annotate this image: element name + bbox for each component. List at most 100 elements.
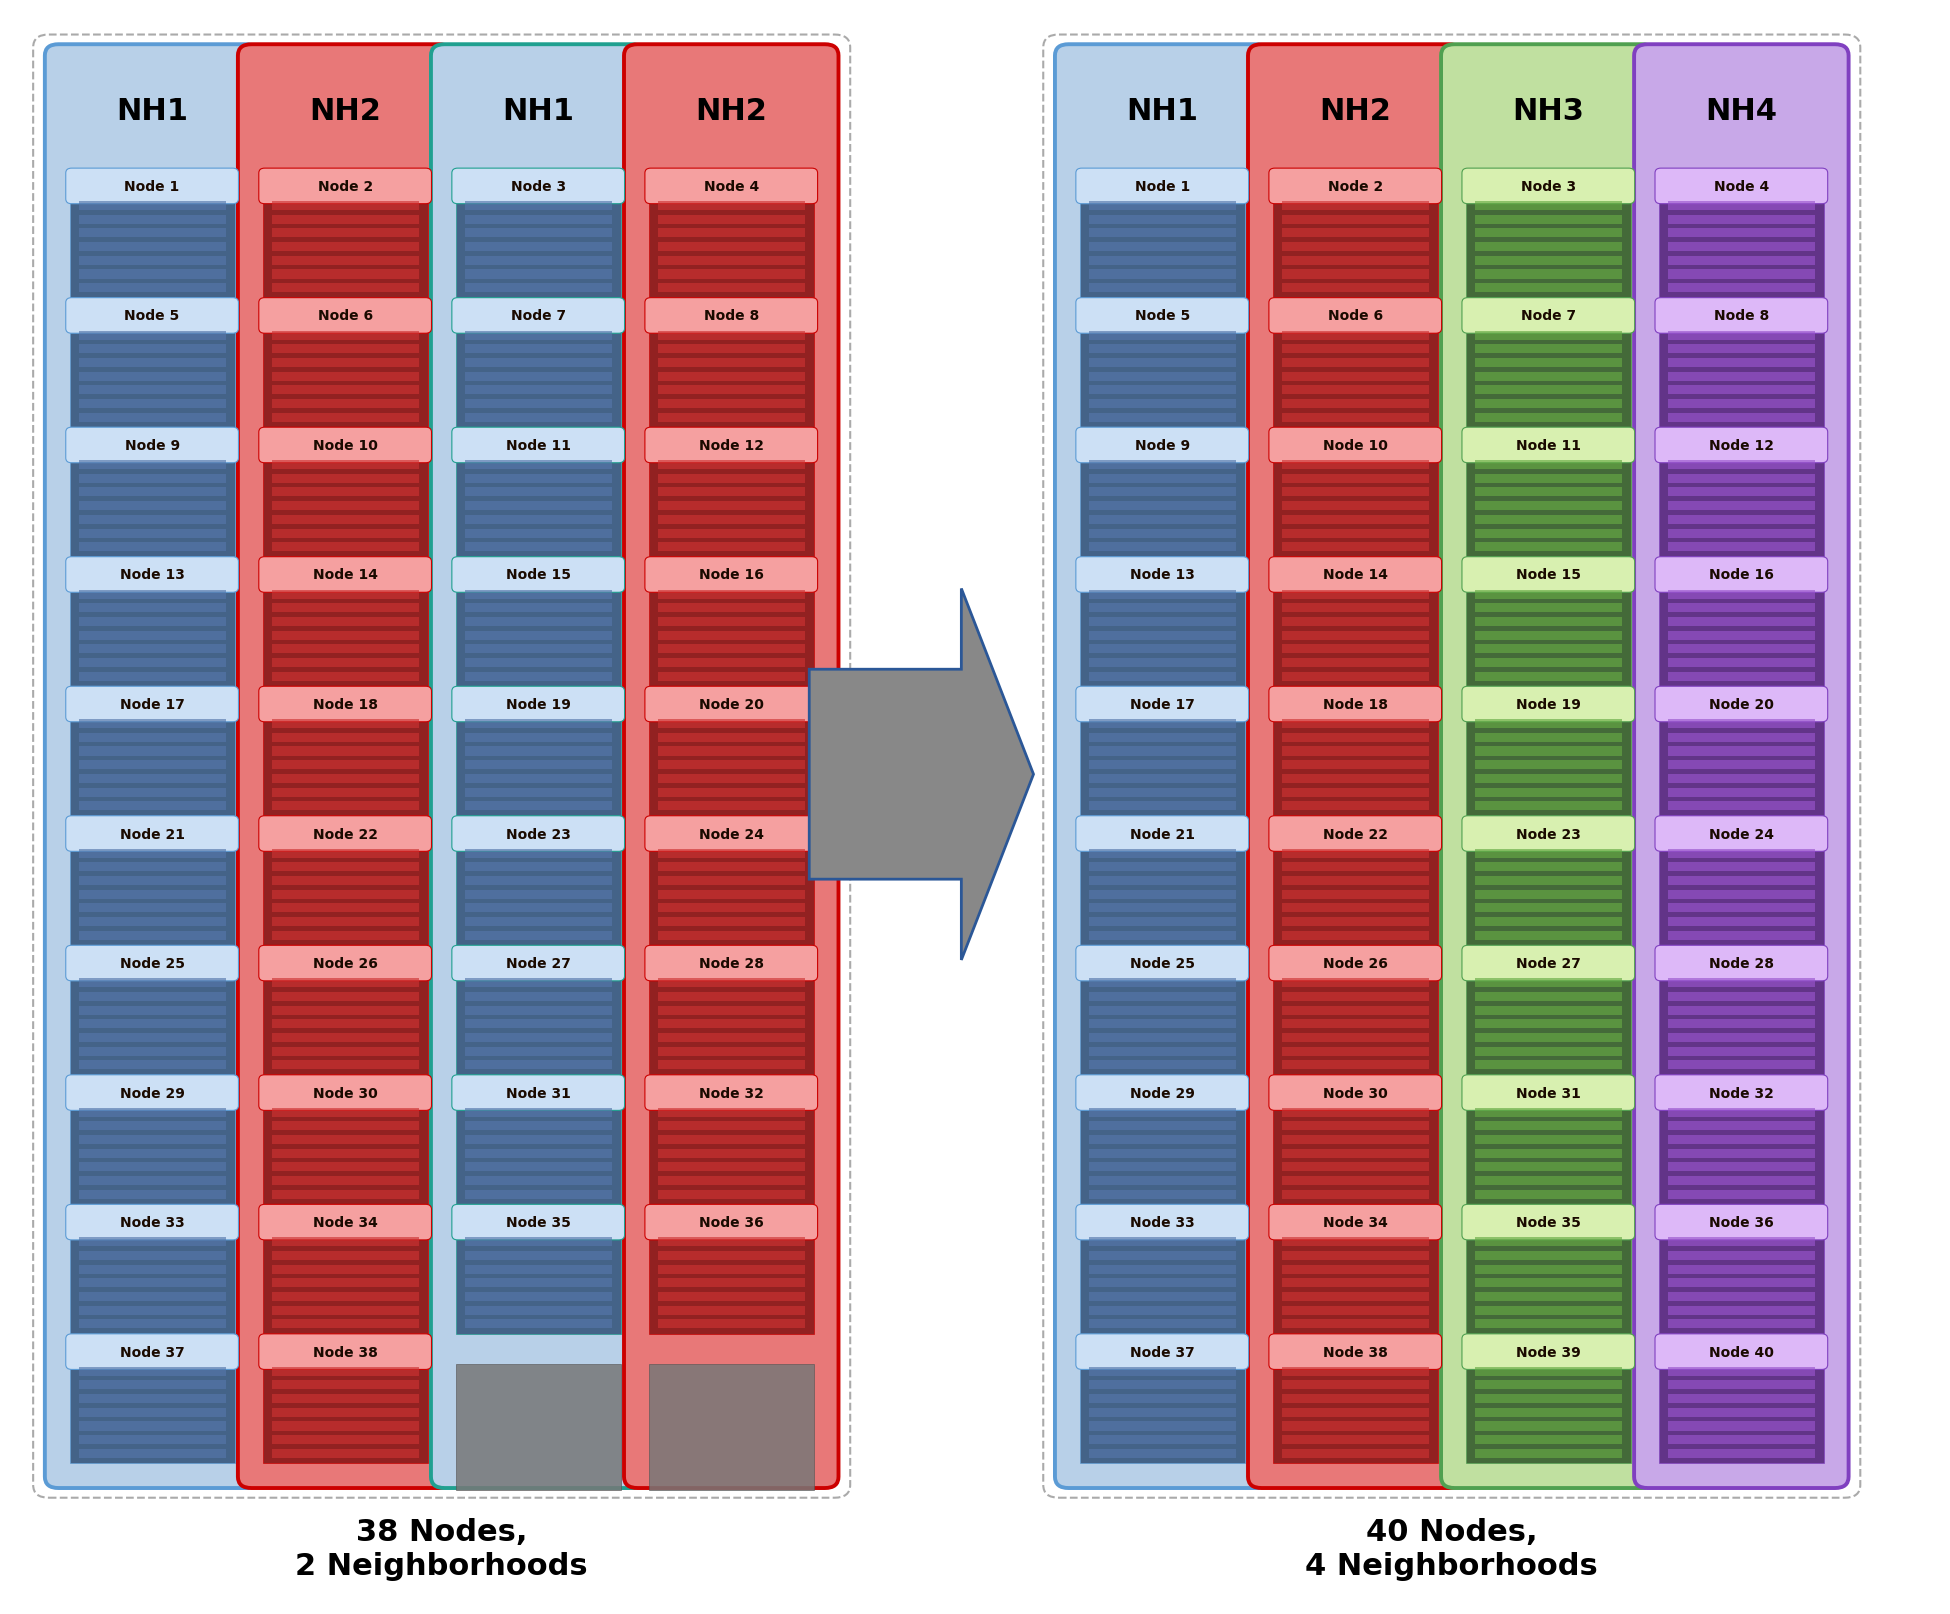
FancyBboxPatch shape — [271, 413, 419, 423]
FancyBboxPatch shape — [271, 747, 419, 755]
FancyBboxPatch shape — [645, 817, 817, 852]
FancyBboxPatch shape — [1076, 299, 1248, 334]
FancyBboxPatch shape — [464, 618, 612, 626]
FancyBboxPatch shape — [1088, 475, 1236, 484]
FancyBboxPatch shape — [1667, 1149, 1815, 1159]
Text: Node 18: Node 18 — [1322, 697, 1388, 712]
FancyBboxPatch shape — [464, 1006, 612, 1015]
FancyBboxPatch shape — [1656, 688, 1827, 723]
FancyBboxPatch shape — [263, 1106, 427, 1204]
FancyBboxPatch shape — [1088, 631, 1236, 641]
FancyBboxPatch shape — [1055, 45, 1269, 1488]
FancyBboxPatch shape — [1462, 428, 1634, 463]
FancyBboxPatch shape — [464, 775, 612, 783]
FancyBboxPatch shape — [263, 587, 427, 686]
FancyBboxPatch shape — [1281, 876, 1429, 886]
FancyBboxPatch shape — [1088, 673, 1236, 681]
FancyBboxPatch shape — [78, 891, 226, 899]
FancyBboxPatch shape — [78, 386, 226, 395]
FancyBboxPatch shape — [78, 978, 226, 988]
FancyBboxPatch shape — [1088, 1422, 1236, 1430]
FancyBboxPatch shape — [1281, 270, 1429, 279]
FancyBboxPatch shape — [66, 557, 238, 592]
FancyBboxPatch shape — [78, 1278, 226, 1288]
FancyBboxPatch shape — [1634, 45, 1849, 1488]
FancyBboxPatch shape — [78, 863, 226, 872]
FancyBboxPatch shape — [657, 487, 805, 497]
Text: NH4: NH4 — [1706, 97, 1776, 126]
FancyBboxPatch shape — [271, 1394, 419, 1403]
FancyBboxPatch shape — [1667, 720, 1815, 728]
Text: Node 28: Node 28 — [1708, 957, 1774, 970]
FancyBboxPatch shape — [1088, 502, 1236, 512]
FancyBboxPatch shape — [271, 646, 419, 654]
FancyBboxPatch shape — [78, 802, 226, 810]
FancyBboxPatch shape — [271, 284, 419, 294]
FancyBboxPatch shape — [271, 1449, 419, 1457]
FancyBboxPatch shape — [1474, 257, 1622, 266]
FancyBboxPatch shape — [1281, 413, 1429, 423]
FancyBboxPatch shape — [271, 487, 419, 497]
FancyBboxPatch shape — [78, 1306, 226, 1315]
FancyBboxPatch shape — [657, 1238, 805, 1246]
FancyBboxPatch shape — [1281, 487, 1429, 497]
FancyBboxPatch shape — [657, 475, 805, 484]
FancyBboxPatch shape — [78, 917, 226, 926]
FancyBboxPatch shape — [464, 978, 612, 988]
FancyBboxPatch shape — [1088, 413, 1236, 423]
Text: Node 19: Node 19 — [505, 697, 571, 712]
Text: Node 3: Node 3 — [511, 179, 566, 194]
Text: Node 37: Node 37 — [1129, 1344, 1195, 1359]
FancyBboxPatch shape — [78, 673, 226, 681]
FancyBboxPatch shape — [1088, 917, 1236, 926]
FancyBboxPatch shape — [1656, 169, 1827, 205]
FancyBboxPatch shape — [1088, 1435, 1236, 1445]
FancyBboxPatch shape — [66, 299, 238, 334]
Text: Node 25: Node 25 — [119, 957, 185, 970]
FancyBboxPatch shape — [1474, 1293, 1622, 1301]
FancyBboxPatch shape — [649, 1364, 813, 1490]
FancyBboxPatch shape — [1667, 1306, 1815, 1315]
FancyBboxPatch shape — [1088, 1122, 1236, 1131]
FancyBboxPatch shape — [1474, 863, 1622, 872]
FancyBboxPatch shape — [1474, 904, 1622, 914]
FancyBboxPatch shape — [271, 802, 419, 810]
FancyBboxPatch shape — [1659, 1235, 1823, 1333]
FancyBboxPatch shape — [1281, 802, 1429, 810]
FancyBboxPatch shape — [271, 1407, 419, 1417]
Text: Node 38: Node 38 — [312, 1344, 378, 1359]
FancyBboxPatch shape — [78, 591, 226, 599]
FancyBboxPatch shape — [464, 1060, 612, 1070]
FancyBboxPatch shape — [464, 502, 612, 512]
FancyBboxPatch shape — [1088, 345, 1236, 353]
FancyBboxPatch shape — [259, 1075, 431, 1110]
FancyBboxPatch shape — [464, 1020, 612, 1028]
FancyBboxPatch shape — [1667, 788, 1815, 797]
Text: Node 22: Node 22 — [1322, 826, 1388, 841]
FancyBboxPatch shape — [1088, 270, 1236, 279]
FancyBboxPatch shape — [1667, 1122, 1815, 1131]
FancyBboxPatch shape — [1088, 1060, 1236, 1070]
FancyBboxPatch shape — [1088, 1162, 1236, 1172]
FancyBboxPatch shape — [1088, 659, 1236, 668]
Text: Node 23: Node 23 — [505, 826, 571, 841]
FancyBboxPatch shape — [70, 1106, 234, 1204]
FancyBboxPatch shape — [1466, 1235, 1630, 1333]
FancyBboxPatch shape — [1273, 199, 1437, 299]
FancyBboxPatch shape — [464, 591, 612, 599]
FancyBboxPatch shape — [271, 1306, 419, 1315]
FancyBboxPatch shape — [78, 229, 226, 239]
Text: Node 8: Node 8 — [704, 310, 759, 323]
FancyBboxPatch shape — [1667, 1107, 1815, 1117]
FancyBboxPatch shape — [464, 604, 612, 613]
FancyBboxPatch shape — [1088, 1265, 1236, 1273]
FancyBboxPatch shape — [1667, 646, 1815, 654]
FancyBboxPatch shape — [1474, 1251, 1622, 1261]
FancyBboxPatch shape — [70, 717, 234, 817]
FancyBboxPatch shape — [1656, 1335, 1827, 1370]
FancyBboxPatch shape — [645, 557, 817, 592]
FancyBboxPatch shape — [1474, 646, 1622, 654]
Text: 40 Nodes,
4 Neighborhoods: 40 Nodes, 4 Neighborhoods — [1305, 1517, 1599, 1580]
FancyBboxPatch shape — [271, 515, 419, 525]
FancyBboxPatch shape — [78, 1380, 226, 1390]
